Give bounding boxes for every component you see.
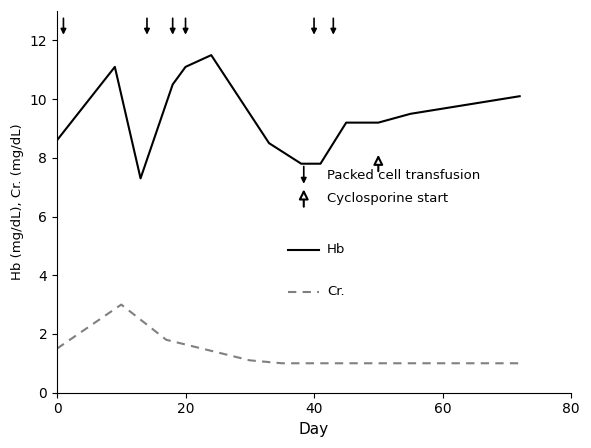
Y-axis label: Hb (mg/dL), Cr. (mg/dL): Hb (mg/dL), Cr. (mg/dL) [11,124,24,280]
Text: Cyclosporine start: Cyclosporine start [327,192,448,205]
Text: Hb: Hb [327,243,345,256]
X-axis label: Day: Day [299,422,329,437]
Text: Packed cell transfusion: Packed cell transfusion [327,168,480,181]
Text: Cr.: Cr. [327,285,345,298]
